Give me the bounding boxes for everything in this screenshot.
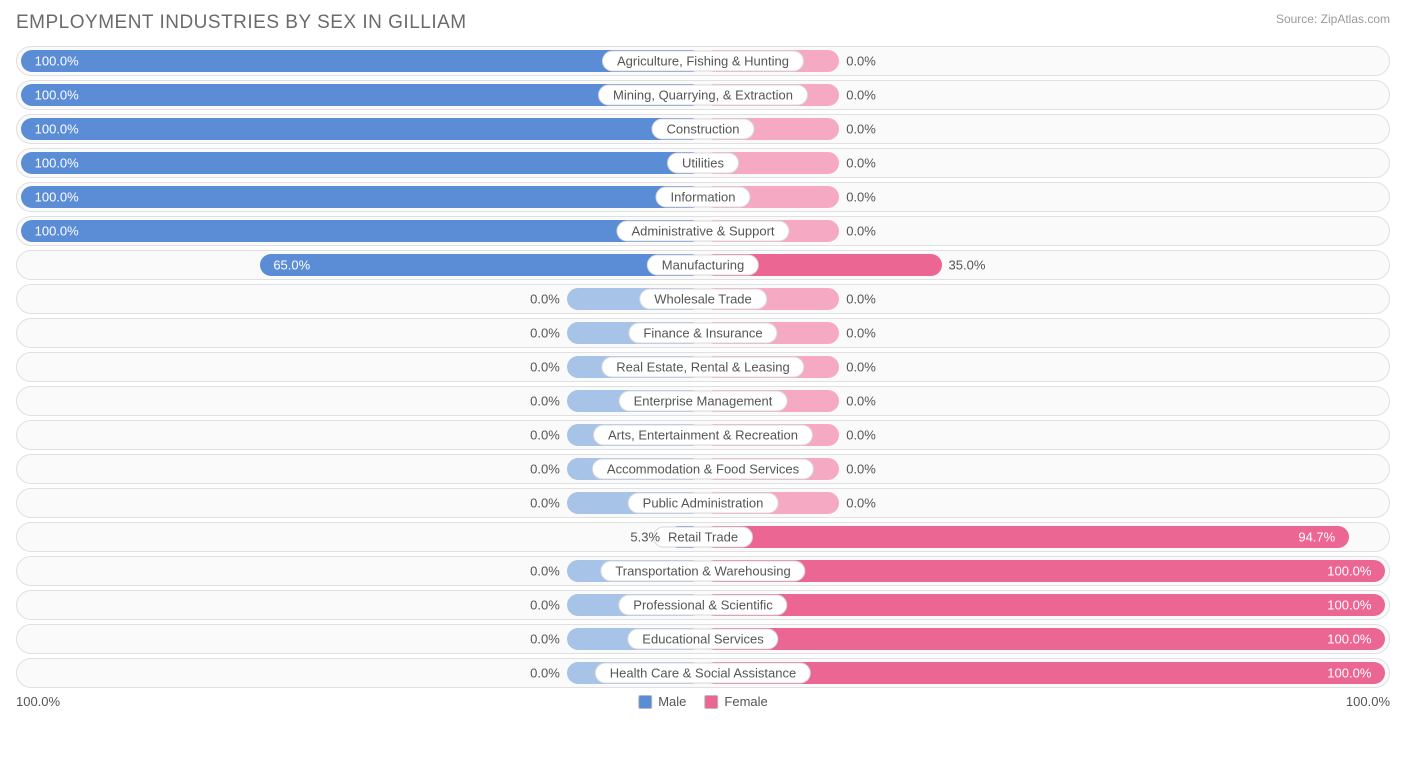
male-bar (21, 186, 703, 208)
female-pct: 0.0% (846, 122, 876, 137)
chart-row: 100.0% 0.0% Utilities (16, 148, 1390, 178)
category-label: Accommodation & Food Services (592, 459, 814, 480)
male-pct: 100.0% (35, 122, 79, 137)
male-pct: 100.0% (35, 54, 79, 69)
female-pct: 0.0% (846, 326, 876, 341)
male-pct: 0.0% (530, 666, 560, 681)
category-label: Administrative & Support (616, 221, 789, 242)
category-label: Information (655, 187, 750, 208)
chart-body: 100.0% 0.0% Agriculture, Fishing & Hunting… (16, 46, 1390, 688)
chart-row: 0.0% 100.0% Transportation & Warehousing (16, 556, 1390, 586)
chart-row: 100.0% 0.0% Information (16, 182, 1390, 212)
female-pct: 100.0% (1327, 666, 1371, 681)
male-pct: 0.0% (530, 428, 560, 443)
chart-row: 0.0% 100.0% Professional & Scientific (16, 590, 1390, 620)
category-label: Manufacturing (647, 255, 759, 276)
male-bar (21, 118, 703, 140)
female-pct: 0.0% (846, 88, 876, 103)
legend-swatch-male (638, 695, 652, 709)
male-pct: 0.0% (530, 292, 560, 307)
female-pct: 35.0% (949, 258, 986, 273)
male-pct: 0.0% (530, 598, 560, 613)
chart-row: 65.0% 35.0% Manufacturing (16, 250, 1390, 280)
chart-row: 0.0% 0.0% Wholesale Trade (16, 284, 1390, 314)
category-label: Professional & Scientific (618, 595, 787, 616)
female-pct: 94.7% (1298, 530, 1335, 545)
male-pct: 0.0% (530, 394, 560, 409)
chart-row: 100.0% 0.0% Administrative & Support (16, 216, 1390, 246)
chart-row: 0.0% 100.0% Educational Services (16, 624, 1390, 654)
category-label: Mining, Quarrying, & Extraction (598, 85, 808, 106)
category-label: Construction (652, 119, 755, 140)
axis-label-left: 100.0% (16, 694, 60, 709)
female-pct: 0.0% (846, 292, 876, 307)
category-label: Utilities (667, 153, 739, 174)
chart-source: Source: ZipAtlas.com (1276, 12, 1390, 26)
chart-row: 0.0% 0.0% Public Administration (16, 488, 1390, 518)
category-label: Retail Trade (653, 527, 753, 548)
chart-row: 5.3% 94.7% Retail Trade (16, 522, 1390, 552)
category-label: Agriculture, Fishing & Hunting (602, 51, 804, 72)
male-pct: 0.0% (530, 326, 560, 341)
category-label: Enterprise Management (619, 391, 788, 412)
female-pct: 100.0% (1327, 632, 1371, 647)
chart-row: 0.0% 0.0% Enterprise Management (16, 386, 1390, 416)
category-label: Arts, Entertainment & Recreation (593, 425, 813, 446)
category-label: Finance & Insurance (628, 323, 777, 344)
axis-label-right: 100.0% (1346, 694, 1390, 709)
male-bar (260, 254, 703, 276)
legend-item-female: Female (704, 694, 767, 709)
male-pct: 100.0% (35, 156, 79, 171)
male-pct: 100.0% (35, 224, 79, 239)
male-pct: 0.0% (530, 632, 560, 647)
male-bar (21, 50, 703, 72)
female-pct: 0.0% (846, 360, 876, 375)
chart-row: 0.0% 0.0% Finance & Insurance (16, 318, 1390, 348)
chart-row: 100.0% 0.0% Agriculture, Fishing & Hunting (16, 46, 1390, 76)
female-pct: 0.0% (846, 394, 876, 409)
category-label: Real Estate, Rental & Leasing (601, 357, 804, 378)
female-bar (703, 594, 1385, 616)
female-pct: 100.0% (1327, 598, 1371, 613)
male-pct: 0.0% (530, 360, 560, 375)
female-bar (703, 628, 1385, 650)
legend-label-female: Female (724, 694, 767, 709)
female-bar (703, 526, 1349, 548)
chart-legend: 100.0% Male Female 100.0% (16, 694, 1390, 714)
female-pct: 0.0% (846, 156, 876, 171)
chart-row: 0.0% 100.0% Health Care & Social Assistanc… (16, 658, 1390, 688)
chart-row: 0.0% 0.0% Real Estate, Rental & Leasing (16, 352, 1390, 382)
chart-header: EMPLOYMENT INDUSTRIES BY SEX IN GILLIAM … (16, 12, 1390, 34)
legend-item-male: Male (638, 694, 686, 709)
chart-row: 100.0% 0.0% Mining, Quarrying, & Extractio… (16, 80, 1390, 110)
female-pct: 0.0% (846, 428, 876, 443)
chart-row: 0.0% 0.0% Accommodation & Food Services (16, 454, 1390, 484)
female-pct: 0.0% (846, 54, 876, 69)
category-label: Public Administration (628, 493, 779, 514)
male-pct: 100.0% (35, 88, 79, 103)
female-pct: 0.0% (846, 224, 876, 239)
chart-row: 0.0% 0.0% Arts, Entertainment & Recreation (16, 420, 1390, 450)
legend-center: Male Female (638, 694, 768, 709)
male-pct: 0.0% (530, 462, 560, 477)
female-pct: 100.0% (1327, 564, 1371, 579)
male-bar (21, 152, 703, 174)
male-pct: 100.0% (35, 190, 79, 205)
legend-swatch-female (704, 695, 718, 709)
female-pct: 0.0% (846, 462, 876, 477)
category-label: Wholesale Trade (639, 289, 767, 310)
female-pct: 0.0% (846, 190, 876, 205)
female-pct: 0.0% (846, 496, 876, 511)
male-bar (21, 220, 703, 242)
male-pct: 65.0% (273, 258, 310, 273)
chart-title: EMPLOYMENT INDUSTRIES BY SEX IN GILLIAM (16, 12, 467, 34)
chart-row: 100.0% 0.0% Construction (16, 114, 1390, 144)
category-label: Health Care & Social Assistance (595, 663, 811, 684)
category-label: Transportation & Warehousing (600, 561, 805, 582)
male-pct: 0.0% (530, 496, 560, 511)
category-label: Educational Services (627, 629, 778, 650)
legend-label-male: Male (658, 694, 686, 709)
male-pct: 5.3% (630, 530, 660, 545)
male-pct: 0.0% (530, 564, 560, 579)
